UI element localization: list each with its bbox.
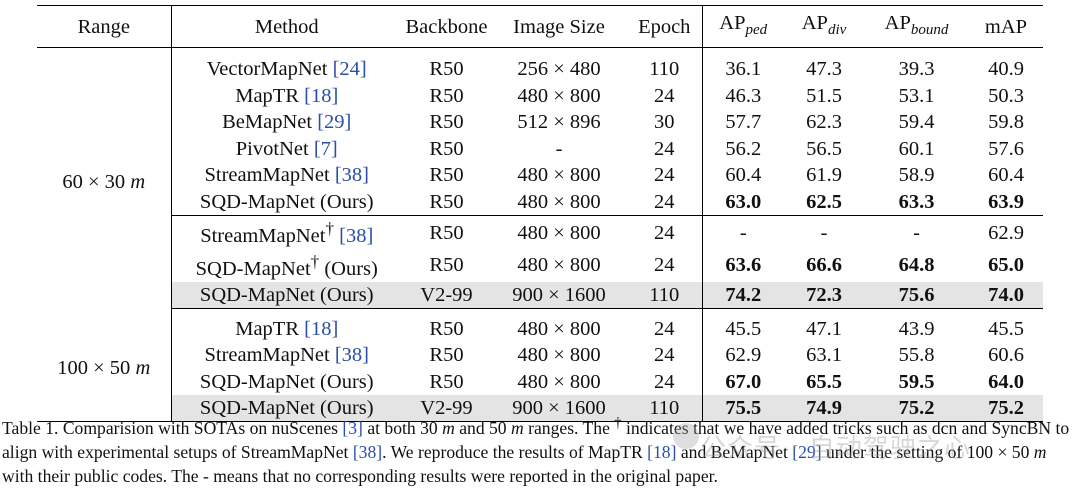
table-row-highlighted: SQD-MapNet (Ours) V2-99 900 × 1600 110 7… bbox=[37, 394, 1043, 423]
header-epoch: Epoch bbox=[638, 15, 691, 38]
table-row: MapTR [18] R50 480 × 800 24 46.3 51.5 53… bbox=[37, 82, 1043, 110]
citation-link[interactable]: [18] bbox=[647, 441, 677, 462]
table-row: StreamMapNet [38] R50 480 × 800 24 60.4 … bbox=[37, 162, 1043, 189]
table-row-highlighted: SQD-MapNet (Ours) V2-99 900 × 1600 110 7… bbox=[37, 281, 1043, 310]
header-ap-bound: APbound bbox=[884, 12, 949, 39]
citation-link[interactable]: [38] bbox=[334, 164, 370, 187]
header-image-size: Image Size bbox=[513, 15, 605, 38]
citation-link[interactable]: [38] bbox=[352, 441, 383, 462]
table-row: SQD-MapNet (Ours) R50 480 × 800 24 63.0 … bbox=[37, 188, 1043, 216]
header-backbone: Backbone bbox=[405, 15, 488, 38]
citation-link[interactable]: [29] bbox=[317, 111, 352, 134]
header-ap-ped: APped bbox=[701, 5, 784, 48]
table-row: StreamMapNet† [38] R50 480 × 800 24 - - … bbox=[37, 215, 1043, 249]
dagger-mark: † bbox=[310, 251, 320, 271]
table-row: PivotNet [7] R50 - 24 56.2 56.5 60.1 57.… bbox=[37, 135, 1043, 163]
table-row: StreamMapNet [38] R50 480 × 800 24 62.9 … bbox=[37, 341, 1043, 369]
header-ap-div: APdiv bbox=[801, 12, 847, 39]
header-row: Range Method Backbone Image Size Epoch A… bbox=[37, 5, 1043, 48]
citation-link[interactable]: [18] bbox=[304, 84, 339, 107]
citation-link[interactable]: [29] bbox=[792, 441, 822, 462]
table-row: BeMapNet [29] R50 512 × 896 30 57.7 62.3… bbox=[37, 109, 1043, 136]
table-row: SQD-MapNet† (Ours) R50 480 × 800 24 63.6… bbox=[37, 248, 1043, 282]
header-method: Method bbox=[254, 15, 319, 38]
dagger-mark: † bbox=[325, 219, 334, 239]
range-cell-100x50: 100 × 50 m bbox=[37, 315, 172, 423]
citation-link[interactable]: [7] bbox=[313, 137, 338, 160]
citation-link[interactable]: [38] bbox=[334, 344, 370, 366]
citation-link[interactable]: [38] bbox=[339, 224, 374, 247]
header-map: mAP bbox=[984, 15, 1028, 38]
table-caption: Table 1. Comparision with SOTAs on nuSce… bbox=[2, 415, 1070, 486]
citation-link[interactable]: [24] bbox=[332, 58, 367, 81]
citation-link[interactable]: [3] bbox=[342, 417, 363, 438]
range-cell-60x30: 60 × 30 m bbox=[37, 56, 172, 309]
watermark-logo-icon bbox=[673, 423, 699, 449]
citation-link[interactable]: [18] bbox=[304, 317, 339, 340]
results-table-container: Range Method Backbone Image Size Epoch A… bbox=[37, 5, 1043, 423]
results-table: Range Method Backbone Image Size Epoch A… bbox=[37, 5, 1043, 423]
table-row: SQD-MapNet (Ours) R50 480 × 800 24 67.0 … bbox=[37, 368, 1043, 395]
header-range: Range bbox=[37, 5, 172, 48]
table-row: 60 × 30 m VectorMapNet [24] R50 256 × 48… bbox=[37, 56, 1043, 309]
table-row: 100 × 50 m MapTR [18] R50 480 × 800 24 4… bbox=[37, 315, 1043, 423]
